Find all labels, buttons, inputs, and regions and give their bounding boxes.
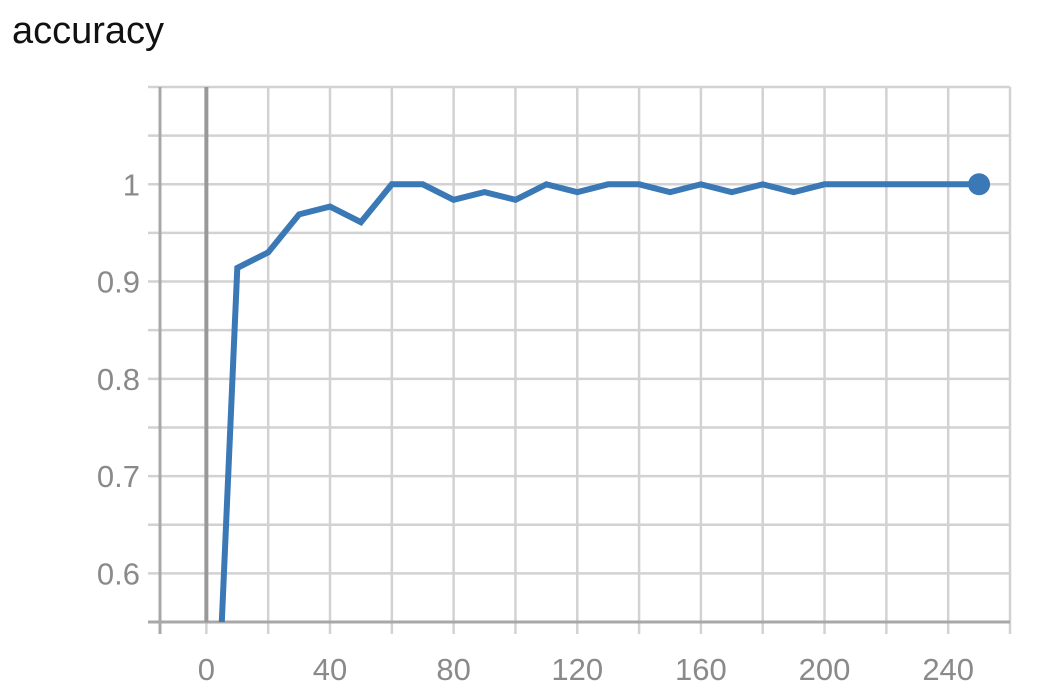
tick-labels: 0 40 80 120 160 200 240 0.6 0.7 0.8 0.9 1 — [97, 167, 974, 687]
x-tick-label: 40 — [313, 652, 347, 687]
chart-title: accuracy — [12, 10, 165, 52]
y-tick-label: 0.8 — [97, 362, 140, 397]
x-tick-label: 240 — [922, 652, 974, 687]
last-point-marker — [968, 173, 991, 196]
grid — [148, 85, 1012, 634]
series-line — [218, 181, 980, 623]
axes — [148, 87, 1010, 634]
x-tick-label: 80 — [436, 652, 470, 687]
x-tick-label: 200 — [799, 652, 851, 687]
y-tick-label: 1 — [123, 167, 140, 202]
y-tick-label: 0.6 — [97, 556, 140, 591]
x-tick-label: 120 — [551, 652, 603, 687]
x-tick-label: 160 — [675, 652, 727, 687]
y-tick-label: 0.7 — [97, 459, 140, 494]
x-tick-label: 0 — [198, 652, 215, 687]
y-tick-label: 0.9 — [97, 265, 140, 300]
series-layer — [218, 173, 991, 623]
